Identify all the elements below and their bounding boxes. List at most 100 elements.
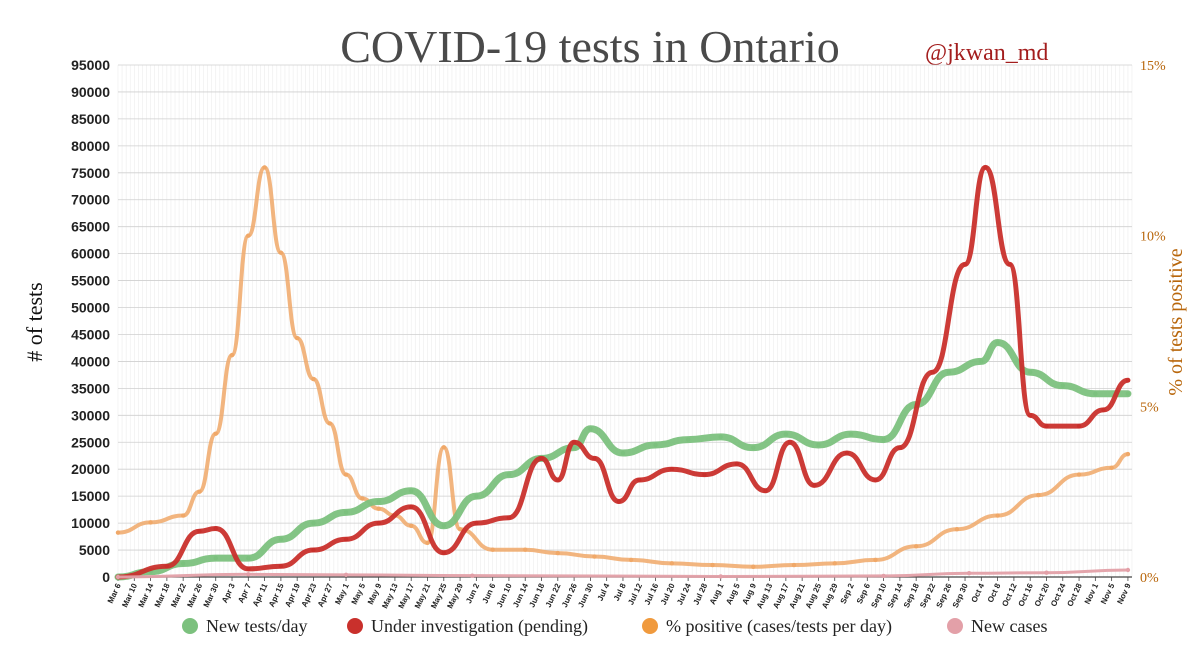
data-point-new-tests-day (1093, 391, 1098, 396)
data-point-under-investigation-pending (930, 370, 935, 375)
data-point-under-investigation-pending (474, 520, 479, 526)
data-point-under-investigation-pending (983, 165, 988, 170)
data-point-positive-cases-tests-per-day (995, 513, 1000, 518)
x-tick-label: Sep 6 (855, 582, 872, 606)
x-tick-label: Sep 30 (951, 582, 970, 610)
gridlines (117, 64, 1133, 578)
data-point-positive-cases-tests-per-day (1125, 451, 1131, 457)
data-point-new-cases (966, 571, 972, 576)
y2-tick-label: 15% (1140, 59, 1166, 74)
y-tick-label: 15000 (71, 488, 110, 504)
data-point-new-tests-day (995, 340, 1000, 345)
y-tick-label: 95000 (71, 57, 110, 73)
data-point-new-tests-day (718, 434, 723, 440)
y2-tick-label: 5% (1140, 400, 1159, 415)
data-point-positive-cases-tests-per-day (343, 472, 349, 477)
data-point-under-investigation-pending (897, 445, 903, 450)
x-tick-label: Oct 8 (986, 582, 1003, 604)
data-point-new-cases (115, 574, 121, 580)
data-point-new-tests-day (441, 523, 446, 528)
x-tick-label: Aug 9 (741, 582, 759, 606)
data-point-new-tests-day (213, 555, 218, 561)
data-point-new-tests-day (180, 561, 186, 566)
y2-axis-label: % of tests positive (1165, 248, 1187, 395)
data-point-new-tests-day (979, 359, 984, 364)
data-point-positive-cases-tests-per-day (360, 496, 365, 501)
left-axis-ticks: 0 5000 10000 15000 20000 25000 30000 35000 40000… (71, 57, 110, 585)
y2-tick-label: 0% (1140, 571, 1159, 586)
data-point-positive-cases-tests-per-day (246, 233, 251, 238)
y-tick-label: 90000 (71, 84, 110, 100)
data-point-under-investigation-pending (787, 440, 793, 445)
data-point-positive-cases-tests-per-day (710, 562, 715, 568)
data-point-new-tests-day (751, 445, 756, 450)
data-point-new-cases (718, 574, 723, 579)
data-point-under-investigation-pending (1027, 413, 1033, 418)
y-tick-label: 80000 (71, 138, 110, 154)
data-point-under-investigation-pending (1007, 262, 1013, 267)
data-point-under-investigation-pending (702, 472, 707, 477)
data-point-under-investigation-pending (197, 528, 202, 534)
data-point-positive-cases-tests-per-day (278, 250, 284, 255)
data-point-under-investigation-pending (343, 537, 349, 542)
data-point-new-tests-day (588, 426, 593, 431)
data-point-under-investigation-pending (278, 564, 284, 569)
data-point-under-investigation-pending (1125, 378, 1131, 383)
y-tick-label: 35000 (71, 380, 110, 396)
legend-marker (642, 618, 658, 634)
data-point-new-cases (343, 572, 349, 578)
data-point-under-investigation-pending (539, 456, 544, 461)
legend-marker (182, 618, 198, 634)
y-tick-label: 65000 (71, 219, 110, 235)
x-tick-label: May 9 (366, 582, 384, 606)
x-tick-label: Apr 7 (236, 582, 253, 605)
data-point-new-tests-day (1027, 370, 1033, 375)
data-point-under-investigation-pending (1101, 407, 1106, 413)
data-point-under-investigation-pending (962, 262, 968, 267)
x-tick-label: Aug 1 (708, 582, 726, 606)
legend-label: New tests/day (206, 616, 307, 636)
x-tick-label: May 5 (350, 582, 368, 606)
data-point-under-investigation-pending (1044, 423, 1049, 429)
data-point-positive-cases-tests-per-day (409, 523, 414, 528)
data-point-new-cases (881, 573, 886, 579)
data-point-positive-cases-tests-per-day (262, 165, 267, 170)
data-point-positive-cases-tests-per-day (751, 564, 756, 569)
x-tick-label: Nov 5 (1099, 582, 1117, 606)
data-point-under-investigation-pending (592, 456, 597, 461)
data-point-new-tests-day (571, 445, 577, 450)
data-point-under-investigation-pending (213, 526, 218, 531)
series-line-positive-cases-tests-per-day (116, 165, 1130, 569)
x-tick-label: Mar 30 (202, 582, 221, 609)
data-point-new-tests-day (1125, 391, 1131, 396)
y-axis-label: # of tests (22, 282, 47, 361)
x-tick-label: Mar 6 (106, 582, 123, 605)
series-line-new-cases (116, 568, 1130, 579)
series-line-under-investigation-pending (115, 164, 1131, 580)
data-point-under-investigation-pending (637, 477, 642, 483)
data-point-positive-cases-tests-per-day (180, 513, 186, 518)
data-point-under-investigation-pending (616, 499, 622, 504)
data-point-under-investigation-pending (164, 564, 170, 569)
data-point-new-tests-day (1060, 383, 1065, 388)
y-tick-label: 40000 (71, 353, 110, 369)
data-point-positive-cases-tests-per-day (1036, 492, 1041, 498)
data-point-positive-cases-tests-per-day (148, 520, 153, 525)
data-point-new-cases (1125, 567, 1131, 573)
y-tick-label: 25000 (71, 434, 110, 450)
data-point-new-tests-day (376, 499, 381, 504)
data-point-under-investigation-pending (506, 515, 512, 520)
y-tick-label: 45000 (71, 326, 110, 342)
data-point-new-tests-day (474, 493, 479, 499)
data-point-positive-cases-tests-per-day (592, 554, 597, 559)
legend-marker (947, 618, 963, 634)
y-tick-label: 85000 (71, 111, 110, 127)
data-point-under-investigation-pending (441, 550, 446, 555)
y-tick-label: 5000 (79, 542, 110, 558)
series-layer (114, 164, 1132, 581)
data-point-new-tests-day (311, 520, 316, 526)
y2-tick-label: 10% (1140, 230, 1166, 245)
x-tick-label: Jun 2 (464, 582, 481, 605)
chart-title: COVID-19 tests in Ontario (340, 21, 840, 72)
x-tick-label: Apr 3 (220, 582, 237, 605)
